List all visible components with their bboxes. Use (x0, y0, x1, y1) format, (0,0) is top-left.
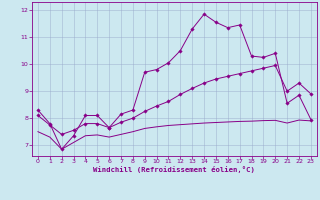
X-axis label: Windchill (Refroidissement éolien,°C): Windchill (Refroidissement éolien,°C) (93, 166, 255, 173)
